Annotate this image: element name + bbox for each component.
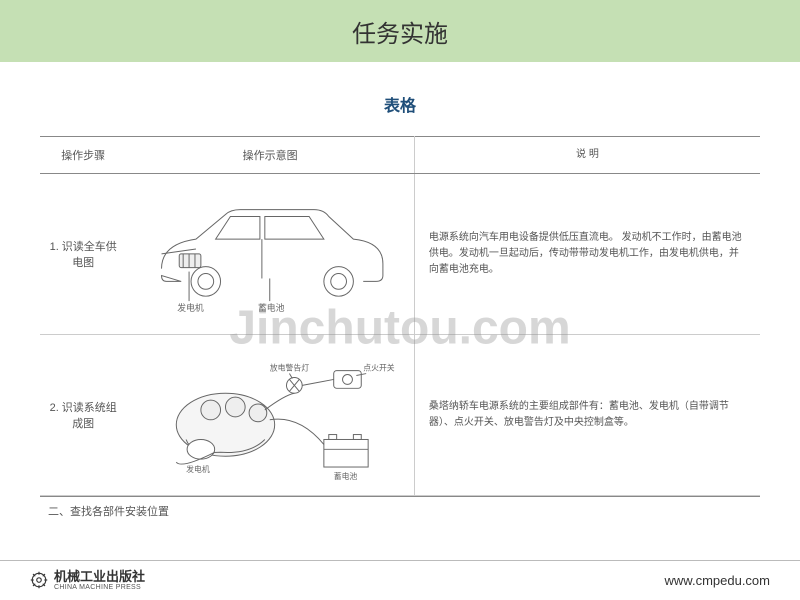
header-bar: 任务实施 xyxy=(0,0,800,62)
system-svg-icon: 发电机 蓄电池 放电警告灯 点火开关 xyxy=(132,346,408,484)
label-generator-2: 发电机 xyxy=(187,464,211,474)
diagram-cell: 发电机 蓄电池 放电警告灯 点火开关 xyxy=(126,335,414,496)
car-svg-icon: 发电机 蓄电池 xyxy=(132,185,408,323)
car-diagram: 发电机 蓄电池 xyxy=(132,184,408,324)
col-header-desc: 说 明 xyxy=(414,137,760,174)
label-ignition: 点火开关 xyxy=(364,363,396,373)
col-header-diagram: 操作示意图 xyxy=(126,137,414,174)
publisher-en: CHINA MACHINE PRESS xyxy=(54,584,145,592)
subtitle-area: 表格 xyxy=(0,62,800,136)
task-table: 操作步骤 操作示意图 说 明 1. 识读全车供电图 xyxy=(40,136,760,496)
col-header-step: 操作步骤 xyxy=(40,137,126,174)
table-row: 1. 识读全车供电图 xyxy=(40,174,760,335)
page-title: 任务实施 xyxy=(352,14,448,49)
system-diagram: 发电机 蓄电池 放电警告灯 点火开关 xyxy=(132,345,408,485)
publisher-cn: 机械工业出版社 xyxy=(54,570,145,584)
diagram-cell: 发电机 蓄电池 xyxy=(126,174,414,335)
desc-cell: 桑塔纳轿车电源系统的主要组成部件有：蓄电池、发电机（自带调节器）、点火开关、放电… xyxy=(414,335,760,496)
footer: 机械工业出版社 CHINA MACHINE PRESS www.cmpedu.c… xyxy=(0,560,800,600)
task-table-container: 操作步骤 操作示意图 说 明 1. 识读全车供电图 xyxy=(40,136,760,519)
table-row: 2. 识读系统组成图 xyxy=(40,335,760,496)
label-battery-2: 蓄电池 xyxy=(334,471,358,481)
gear-icon xyxy=(30,571,48,589)
publisher-logo: 机械工业出版社 CHINA MACHINE PRESS xyxy=(30,570,145,592)
label-generator: 发电机 xyxy=(178,302,205,313)
subtitle: 表格 xyxy=(384,98,416,115)
publisher-text: 机械工业出版社 CHINA MACHINE PRESS xyxy=(54,570,145,592)
label-warn: 放电警告灯 xyxy=(270,363,309,373)
desc-cell: 电源系统向汽车用电设备提供低压直流电。 发动机不工作时，由蓄电池供电。发动机一旦… xyxy=(414,174,760,335)
table-caption: 二、查找各部件安装位置 xyxy=(40,496,760,519)
table-header-row: 操作步骤 操作示意图 说 明 xyxy=(40,137,760,174)
footer-url: www.cmpedu.com xyxy=(665,573,770,588)
label-battery: 蓄电池 xyxy=(258,302,285,313)
step-cell: 2. 识读系统组成图 xyxy=(40,335,126,496)
step-cell: 1. 识读全车供电图 xyxy=(40,174,126,335)
